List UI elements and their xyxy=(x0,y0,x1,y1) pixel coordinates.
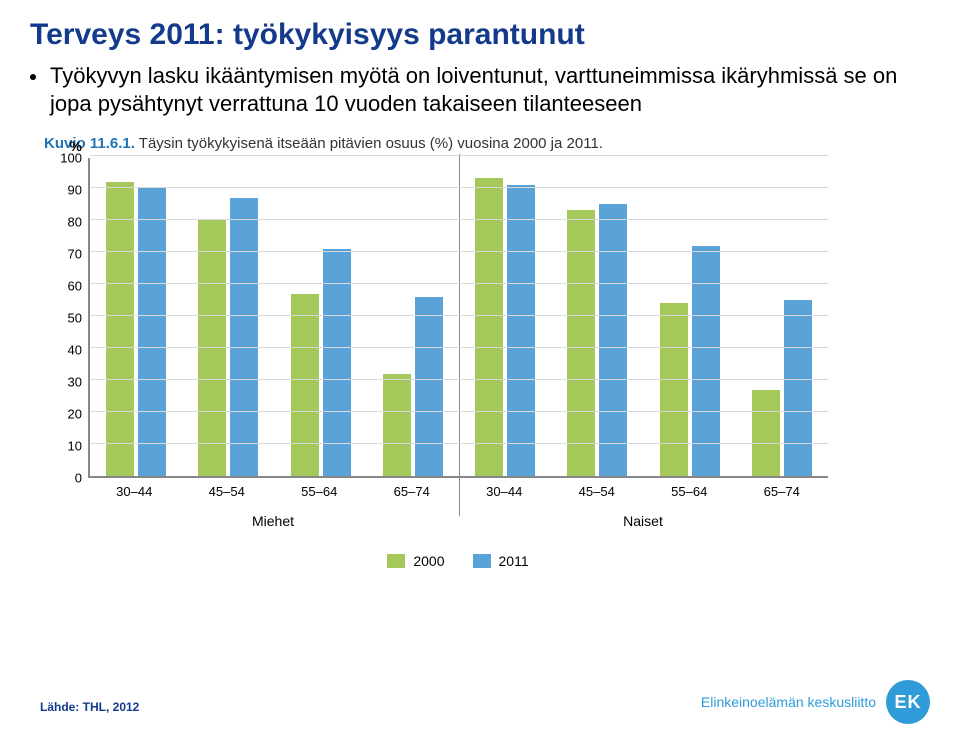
gridline xyxy=(90,251,828,252)
y-tick: 0 xyxy=(75,471,82,486)
y-tick: 70 xyxy=(68,247,82,262)
panel-label: Naiset xyxy=(458,513,828,529)
x-tick: 65–74 xyxy=(736,478,829,499)
legend-swatch-icon xyxy=(387,554,405,568)
bar xyxy=(198,220,226,476)
bar xyxy=(784,300,812,476)
x-tick: 55–64 xyxy=(643,478,736,499)
y-tick: 50 xyxy=(68,311,82,326)
gridline xyxy=(90,219,828,220)
x-tick: 55–64 xyxy=(273,478,366,499)
bar-group xyxy=(644,158,736,476)
legend: 2000 2011 xyxy=(88,553,828,569)
footer-logo: Elinkeinoelämän keskusliitto EK xyxy=(701,680,930,724)
bullet-text: Työkyvyn lasku ikääntymisen myötä on loi… xyxy=(50,62,930,117)
x-axis-ticks: 30–4445–5455–6465–7430–4445–5455–6465–74 xyxy=(88,478,828,499)
bar xyxy=(475,178,503,476)
gridline xyxy=(90,283,828,284)
bar-group xyxy=(736,158,828,476)
bar xyxy=(138,188,166,476)
y-tick: 100 xyxy=(60,151,82,166)
org-name: Elinkeinoelämän keskusliitto xyxy=(701,694,876,710)
x-tick: 45–54 xyxy=(551,478,644,499)
bar xyxy=(106,182,134,476)
bar-group xyxy=(367,158,459,476)
y-tick: 80 xyxy=(68,215,82,230)
gridline xyxy=(90,347,828,348)
y-tick: 10 xyxy=(68,439,82,454)
bar-group xyxy=(182,158,274,476)
gridline xyxy=(90,379,828,380)
caption-text: Täysin työkykyisenä itseään pitävien osu… xyxy=(139,135,603,152)
bullet-item: Työkyvyn lasku ikääntymisen myötä on loi… xyxy=(30,62,930,117)
bar-group xyxy=(551,158,643,476)
x-tick: 65–74 xyxy=(366,478,459,499)
bar xyxy=(415,297,443,476)
bar xyxy=(692,246,720,476)
x-tick: 30–44 xyxy=(88,478,181,499)
y-tick: 90 xyxy=(68,183,82,198)
bullet-dot xyxy=(30,74,36,80)
panel-label: Miehet xyxy=(88,513,458,529)
legend-item: 2011 xyxy=(473,553,529,569)
caption-prefix: Kuvio 11.6.1. xyxy=(44,135,135,152)
bar xyxy=(507,185,535,476)
bar xyxy=(752,390,780,476)
page-title: Terveys 2011: työkykyisyys parantunut xyxy=(30,18,930,52)
legend-item: 2000 xyxy=(387,553,444,569)
bar xyxy=(291,294,319,476)
gridline xyxy=(90,187,828,188)
legend-label: 2011 xyxy=(499,553,529,569)
y-tick: 30 xyxy=(68,375,82,390)
gridline xyxy=(90,411,828,412)
x-tick: 30–44 xyxy=(458,478,551,499)
chart-caption: Kuvio 11.6.1. Täysin työkykyisenä itseää… xyxy=(44,135,930,152)
bar xyxy=(230,198,258,476)
x-tick: 45–54 xyxy=(181,478,274,499)
bar xyxy=(660,303,688,476)
y-axis: % 0102030405060708090100 xyxy=(44,158,88,478)
bar-group xyxy=(459,158,551,476)
chart: % 0102030405060708090100 30–4445–5455–64… xyxy=(44,158,844,569)
ek-badge-icon: EK xyxy=(886,680,930,724)
gridline xyxy=(90,155,828,156)
gridline xyxy=(90,315,828,316)
bar-group xyxy=(90,158,182,476)
bar-group xyxy=(275,158,367,476)
source-text: Lähde: THL, 2012 xyxy=(40,700,139,714)
bar xyxy=(599,204,627,476)
plot-area xyxy=(88,158,828,478)
legend-swatch-icon xyxy=(473,554,491,568)
y-tick: 40 xyxy=(68,343,82,358)
gridline xyxy=(90,443,828,444)
legend-label: 2000 xyxy=(413,553,444,569)
panel-divider xyxy=(459,154,460,516)
panel-labels: MiehetNaiset xyxy=(88,513,828,529)
y-tick: 60 xyxy=(68,279,82,294)
bar-groups xyxy=(90,158,828,476)
y-tick: 20 xyxy=(68,407,82,422)
bar xyxy=(383,374,411,476)
